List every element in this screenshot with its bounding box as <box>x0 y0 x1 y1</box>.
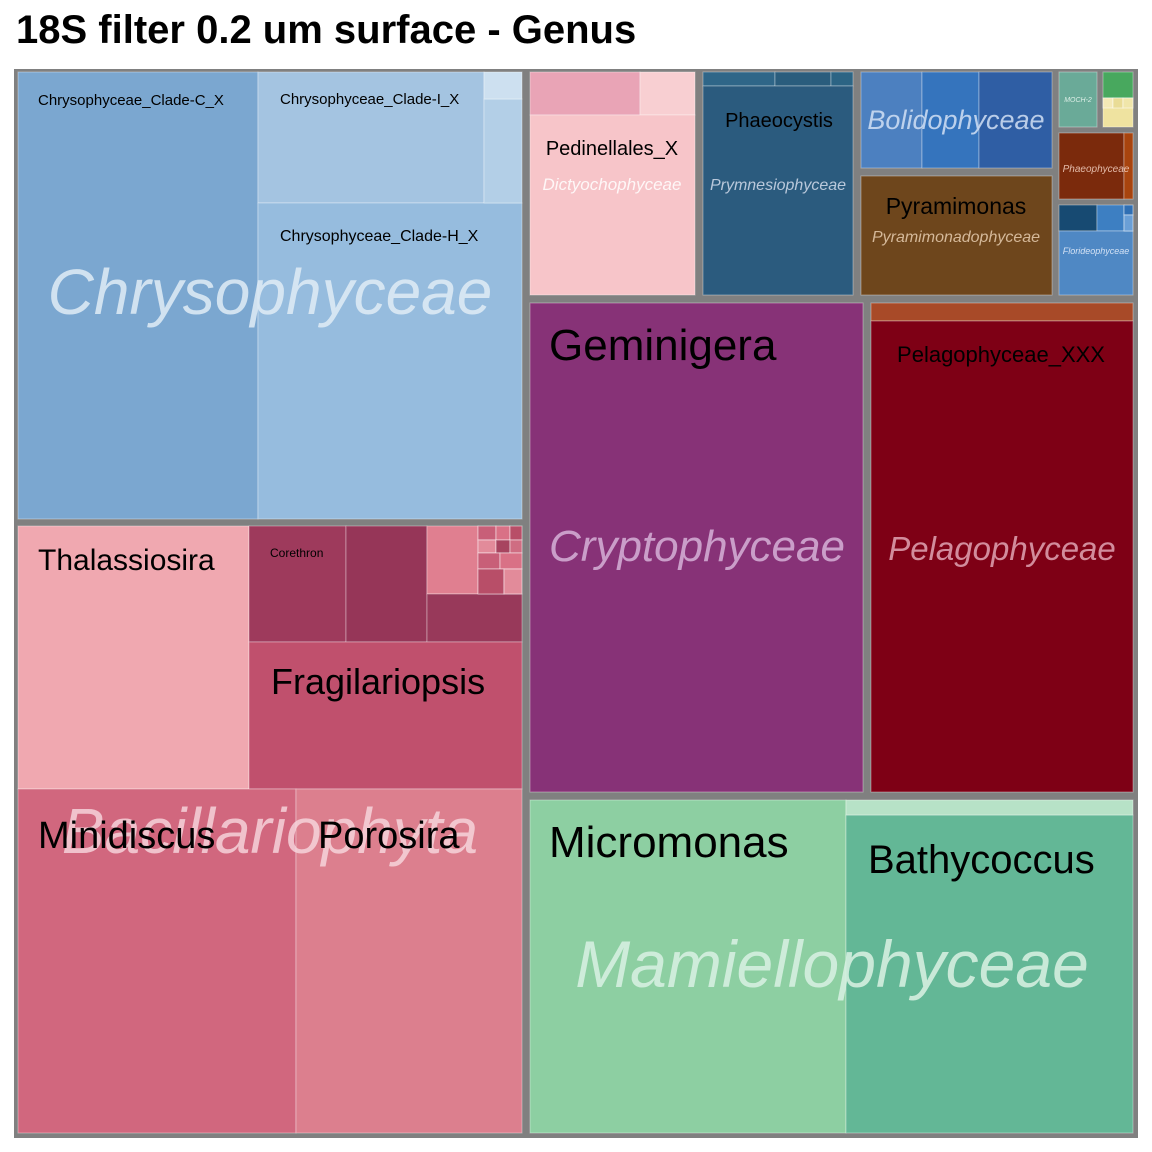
genus-label: Pedinellales_X <box>546 138 678 160</box>
genus-tile <box>1058 71 1098 128</box>
group-label: Bacillariophyta <box>62 795 478 867</box>
genus-label: Bathycoccus <box>868 838 1095 882</box>
genus-tile <box>345 525 428 643</box>
group-label: Pelagophyceae <box>888 530 1116 567</box>
genus-label: Thalassiosira <box>38 544 215 577</box>
group-label: MOCH-2 <box>1064 97 1092 104</box>
genus-tile <box>702 71 776 87</box>
genus-label: Micromonas <box>549 818 789 867</box>
genus-tile <box>978 71 1053 169</box>
group-label: Cryptophyceae <box>549 522 845 571</box>
genus-tile <box>17 788 297 1134</box>
genus-tile <box>529 799 847 1134</box>
genus-tile <box>845 799 1134 816</box>
group-label: Pyramimonadophyceae <box>872 229 1040 246</box>
genus-tile-small <box>499 552 523 570</box>
genus-tile-small <box>1122 97 1134 109</box>
genus-tile <box>257 202 523 520</box>
genus-label: Chrysophyceae_Clade-C_X <box>38 92 224 109</box>
group-label: Dictyochophyceae <box>543 175 682 194</box>
genus-tile-small <box>1123 214 1134 232</box>
genus-tile <box>639 71 696 116</box>
genus-tile <box>295 788 523 1134</box>
genus-tile <box>483 98 523 204</box>
genus-tile <box>845 814 1134 1134</box>
group-label: Prymnesiophyceae <box>710 177 846 194</box>
genus-tile <box>17 525 250 790</box>
genus-label: Porosira <box>318 815 460 857</box>
genus-tile <box>860 71 923 169</box>
genus-label: Pyramimonas <box>886 193 1027 219</box>
genus-label: Chrysophyceae_Clade-I_X <box>280 91 459 108</box>
genus-tile <box>870 302 1134 322</box>
genus-label: Phaeocystis <box>725 110 833 132</box>
genus-tile <box>248 641 523 790</box>
genus-tile <box>529 114 696 296</box>
genus-tile <box>529 71 641 116</box>
genus-tile-small <box>509 525 523 541</box>
genus-tile <box>1058 230 1134 296</box>
genus-tile-small <box>495 539 511 554</box>
genus-tile <box>1123 132 1134 200</box>
genus-tile <box>870 320 1134 793</box>
genus-tile <box>248 525 347 643</box>
genus-tile <box>921 71 980 169</box>
genus-tile <box>1058 132 1125 200</box>
genus-tile <box>702 85 854 296</box>
genus-tile <box>774 71 832 87</box>
chart-title: 18S filter 0.2 um surface - Genus <box>16 8 637 52</box>
genus-label: Fragilariopsis <box>271 661 485 702</box>
genus-label: Chrysophyceae_Clade-H_X <box>280 228 479 245</box>
genus-label: Minidiscus <box>38 815 215 857</box>
genus-tile-small <box>1112 97 1124 109</box>
genus-tile-small <box>1123 204 1134 216</box>
genus-tile <box>860 175 1053 296</box>
genus-tile-small <box>495 525 511 541</box>
genus-tile <box>529 302 864 793</box>
group-label: Florideophyceae <box>1063 246 1130 256</box>
genus-tile-small <box>477 568 505 595</box>
genus-label: Corethron <box>270 546 323 560</box>
genus-tile <box>426 593 523 643</box>
genus-tile-small <box>1102 97 1114 109</box>
genus-tile <box>1102 71 1134 99</box>
group-label: Phaeophyceae <box>1063 164 1130 175</box>
genus-tile <box>426 525 479 595</box>
genus-tile-small <box>477 539 497 554</box>
genus-tile <box>830 71 854 87</box>
genus-label: Geminigera <box>549 321 777 370</box>
genus-tile-small <box>509 539 523 554</box>
genus-tile-small <box>477 552 501 570</box>
genus-tile <box>1058 204 1098 232</box>
group-label: Chrysophyceae <box>48 256 493 328</box>
genus-tile <box>1096 204 1125 232</box>
genus-tile <box>483 71 523 100</box>
group-label: Mamiellophyceae <box>575 927 1089 1001</box>
genus-tile-small <box>503 568 523 595</box>
genus-tile-small <box>477 525 497 541</box>
group-label: Bolidophyceae <box>867 105 1044 135</box>
genus-label: Pelagophyceae_XXX <box>897 342 1105 367</box>
